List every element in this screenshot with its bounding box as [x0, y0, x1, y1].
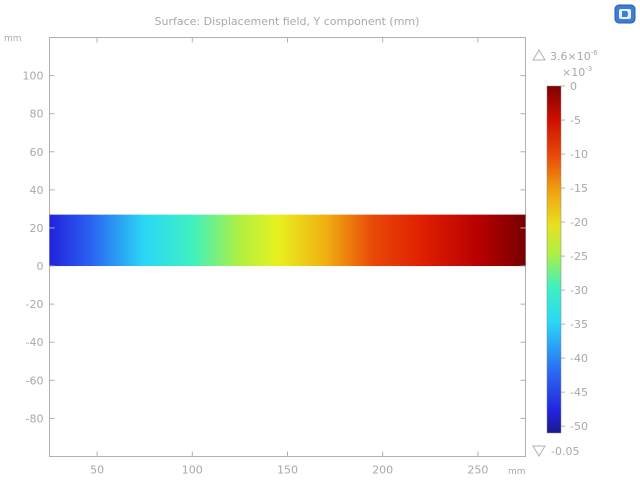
- max-triangle-icon: [532, 49, 546, 61]
- colorbar-tick-label: -15: [570, 182, 588, 195]
- y-tick-label: 60: [30, 146, 44, 159]
- colorbar: 3.6×10-6 ×10-3 0 -5 -10 -15 -20 -25 -30 -35 -40 -…: [532, 49, 598, 458]
- colorbar-tick-label: -5: [570, 114, 581, 127]
- plot-title: Surface: Displacement field, Y component…: [155, 15, 420, 28]
- y-tick-label: 40: [30, 184, 44, 197]
- colorbar-tick-label: -35: [570, 318, 588, 331]
- y-tick-label: -20: [26, 298, 44, 311]
- colorbar-tick-label: -10: [570, 148, 588, 161]
- x-tick-label: 250: [467, 464, 488, 477]
- x-tick-label: 200: [372, 464, 393, 477]
- colorbar-tick-label: -30: [570, 284, 588, 297]
- x-tick-label: 150: [277, 464, 298, 477]
- y-tick-label: 80: [30, 108, 44, 121]
- y-tick-label: -80: [26, 412, 44, 425]
- x-tick-label: 100: [182, 464, 203, 477]
- x-tick-label: 50: [90, 464, 104, 477]
- colorbar-min-label: -0.05: [551, 445, 579, 458]
- colorbar-tick-label: -50: [570, 420, 588, 433]
- colorbar-gradient: [546, 85, 562, 434]
- comsol-logo-icon[interactable]: [614, 4, 636, 24]
- y-axis: 100 80 60 40 20 0 -20 -40 -60 -80: [23, 70, 526, 425]
- colorbar-max-label: 3.6×10-6: [550, 49, 598, 63]
- colorbar-tick-label: 0: [570, 80, 577, 93]
- y-tick-label: -60: [26, 374, 44, 387]
- y-tick-label: 20: [30, 222, 44, 235]
- x-axis: 50 100 150 200 250: [90, 37, 488, 477]
- y-unit-label: mm: [4, 34, 22, 44]
- colorbar-ticks: 0 -5 -10 -15 -20 -25 -30 -35 -40 -45 -50: [561, 80, 588, 433]
- y-tick-label: -40: [26, 336, 44, 349]
- y-tick-label: 0: [37, 260, 44, 273]
- colorbar-tick-label: -20: [570, 216, 588, 229]
- x-unit-label: mm: [508, 467, 526, 477]
- min-triangle-icon: [532, 445, 546, 457]
- colorbar-tick-label: -45: [570, 386, 588, 399]
- displacement-surface: [49, 214, 526, 267]
- colorbar-scale-label: ×10-3: [562, 65, 592, 79]
- y-tick-label: 100: [23, 70, 44, 83]
- colorbar-tick-label: -25: [570, 250, 588, 263]
- colorbar-tick-label: -40: [570, 352, 588, 365]
